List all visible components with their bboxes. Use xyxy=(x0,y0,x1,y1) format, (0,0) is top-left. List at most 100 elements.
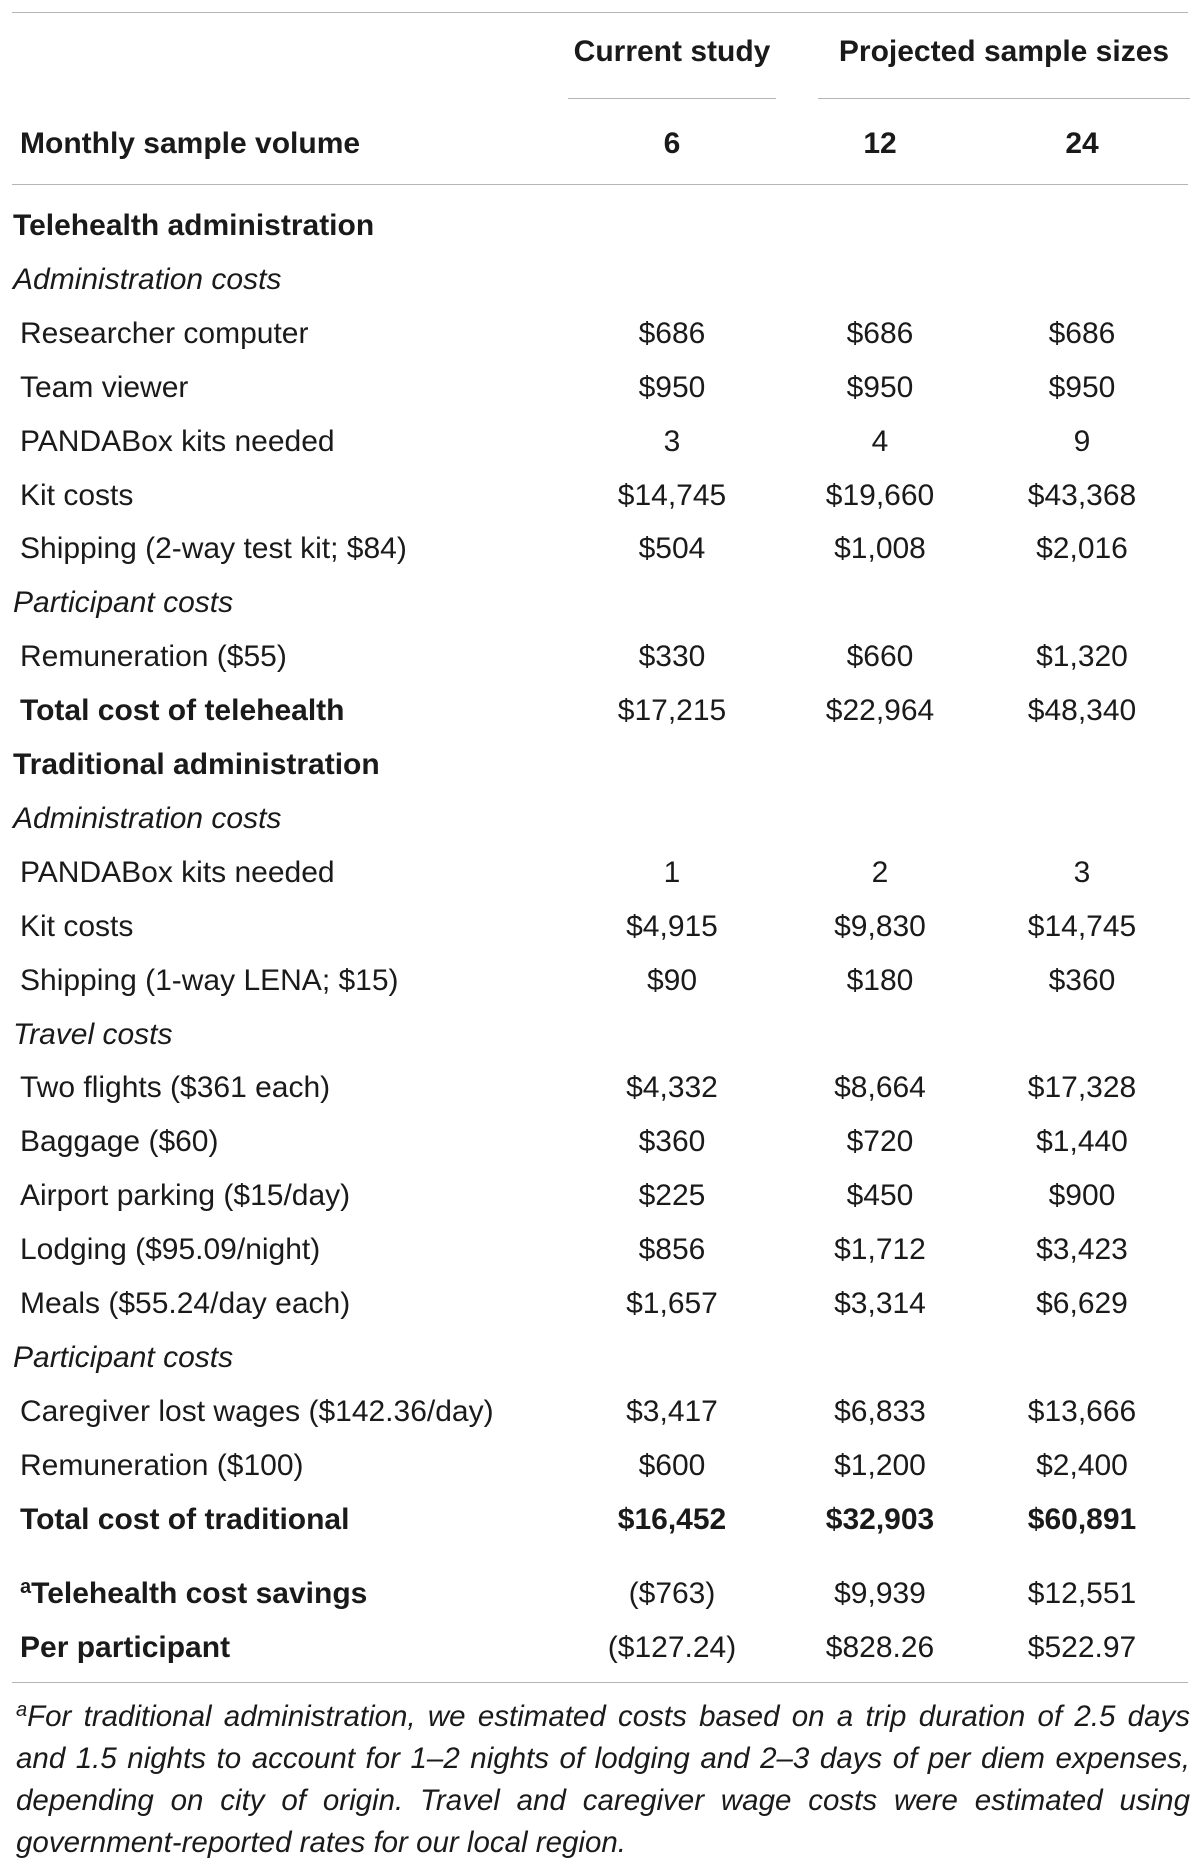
value-current: $856 xyxy=(638,1233,706,1266)
value-projected-24: 9 xyxy=(1073,425,1091,458)
row-label: Kit costs xyxy=(20,910,134,943)
top-rule xyxy=(12,12,1188,13)
value-projected-12: $660 xyxy=(846,640,914,673)
value-current: $686 xyxy=(638,317,706,350)
value-projected-12: $8,664 xyxy=(834,1071,926,1104)
footnote-marker: a xyxy=(16,1699,28,1721)
value-projected-12: 4 xyxy=(871,425,889,458)
subsection-heading: Travel costs xyxy=(13,1018,173,1051)
row-label: PANDABox kits needed xyxy=(20,425,335,458)
section-heading: Traditional administration xyxy=(13,748,380,781)
value-projected-12: $32,903 xyxy=(825,1503,935,1536)
value-projected-12: $9,830 xyxy=(834,910,926,943)
value-current: 1 xyxy=(663,856,681,889)
value-current: $3,417 xyxy=(626,1395,718,1428)
value-projected-24: $43,368 xyxy=(1027,479,1137,512)
row-label: Airport parking ($15/day) xyxy=(20,1179,351,1212)
per-participant-projected-24: $522.97 xyxy=(1027,1631,1137,1664)
header-projected-sample-sizes: Projected sample sizes xyxy=(838,35,1170,68)
value-projected-12: $686 xyxy=(846,317,914,350)
row-label: Lodging ($95.09/night) xyxy=(20,1233,321,1266)
total-label: Total cost of telehealth xyxy=(20,694,345,727)
value-projected-24: 3 xyxy=(1073,856,1091,889)
row-label: Remuneration ($100) xyxy=(20,1449,304,1482)
value-projected-24: $2,400 xyxy=(1036,1449,1128,1482)
value-current: $4,915 xyxy=(626,910,718,943)
savings-label-text: Telehealth cost savings xyxy=(31,1577,368,1610)
per-participant-current: ($127.24) xyxy=(607,1631,737,1664)
value-projected-24: $14,745 xyxy=(1027,910,1137,943)
bottom-rule xyxy=(12,1682,1188,1683)
row-label: Kit costs xyxy=(20,479,134,512)
value-projected-12: $720 xyxy=(846,1125,914,1158)
savings-label: aTelehealth cost savings xyxy=(20,1576,367,1612)
volume-projected-24: 24 xyxy=(1065,127,1099,160)
header-current-study: Current study xyxy=(573,35,771,68)
value-current: $4,332 xyxy=(626,1071,718,1104)
header-projected-underline xyxy=(818,98,1190,99)
per-participant-projected-12: $828.26 xyxy=(825,1631,935,1664)
row-label: Two flights ($361 each) xyxy=(20,1071,331,1104)
value-projected-24: $1,320 xyxy=(1036,640,1128,673)
savings-projected-12: $9,939 xyxy=(834,1577,926,1610)
value-current: $16,452 xyxy=(617,1503,727,1536)
subsection-heading: Administration costs xyxy=(13,802,282,835)
value-current: $504 xyxy=(638,532,706,565)
value-current: 3 xyxy=(663,425,681,458)
row-label: Caregiver lost wages ($142.36/day) xyxy=(20,1395,494,1428)
value-projected-24: $1,440 xyxy=(1036,1125,1128,1158)
value-current: $360 xyxy=(638,1125,706,1158)
value-current: $600 xyxy=(638,1449,706,1482)
value-projected-12: $950 xyxy=(846,371,914,404)
row-label: Remuneration ($55) xyxy=(20,640,287,673)
row-label: Shipping (1-way LENA; $15) xyxy=(20,964,399,997)
value-projected-24: $900 xyxy=(1048,1179,1116,1212)
savings-current: ($763) xyxy=(628,1577,716,1610)
section-heading: Telehealth administration xyxy=(13,209,375,242)
value-projected-12: $180 xyxy=(846,964,914,997)
value-projected-12: 2 xyxy=(871,856,889,889)
value-projected-12: $22,964 xyxy=(825,694,935,727)
value-projected-24: $3,423 xyxy=(1036,1233,1128,1266)
value-projected-24: $13,666 xyxy=(1027,1395,1137,1428)
subsection-heading: Participant costs xyxy=(13,586,234,619)
row-label: Shipping (2-way test kit; $84) xyxy=(20,532,407,565)
table-footnote: aFor traditional administration, we esti… xyxy=(16,1696,1190,1864)
value-projected-24: $950 xyxy=(1048,371,1116,404)
row-label: Meals ($55.24/day each) xyxy=(20,1287,351,1320)
value-current: $225 xyxy=(638,1179,706,1212)
total-label: Total cost of traditional xyxy=(20,1503,350,1536)
row-label: Baggage ($60) xyxy=(20,1125,219,1158)
value-current: $1,657 xyxy=(626,1287,718,1320)
row-label: Researcher computer xyxy=(20,317,309,350)
value-projected-12: $1,200 xyxy=(834,1449,926,1482)
value-projected-12: $450 xyxy=(846,1179,914,1212)
value-projected-24: $6,629 xyxy=(1036,1287,1128,1320)
header-rule xyxy=(12,184,1188,185)
row-label: PANDABox kits needed xyxy=(20,856,335,889)
value-projected-12: $6,833 xyxy=(834,1395,926,1428)
value-projected-24: $48,340 xyxy=(1027,694,1137,727)
row-label: Team viewer xyxy=(20,371,189,404)
savings-projected-24: $12,551 xyxy=(1027,1577,1137,1610)
savings-footnote-marker: a xyxy=(20,1576,32,1598)
value-current: $17,215 xyxy=(617,694,727,727)
footnote-text: For traditional administration, we estim… xyxy=(16,1700,1190,1859)
value-current: $14,745 xyxy=(617,479,727,512)
value-projected-24: $686 xyxy=(1048,317,1116,350)
volume-current: 6 xyxy=(663,127,681,160)
value-projected-24: $17,328 xyxy=(1027,1071,1137,1104)
volume-projected-12: 12 xyxy=(863,127,897,160)
value-current: $330 xyxy=(638,640,706,673)
value-projected-12: $1,712 xyxy=(834,1233,926,1266)
value-projected-24: $60,891 xyxy=(1027,1503,1137,1536)
header-current-underline xyxy=(568,98,776,99)
value-projected-12: $3,314 xyxy=(834,1287,926,1320)
value-projected-24: $360 xyxy=(1048,964,1116,997)
subsection-heading: Participant costs xyxy=(13,1341,234,1374)
value-projected-12: $19,660 xyxy=(825,479,935,512)
value-projected-12: $1,008 xyxy=(834,532,926,565)
volume-label: Monthly sample volume xyxy=(20,127,361,160)
value-projected-24: $2,016 xyxy=(1036,532,1128,565)
subsection-heading: Administration costs xyxy=(13,263,282,296)
